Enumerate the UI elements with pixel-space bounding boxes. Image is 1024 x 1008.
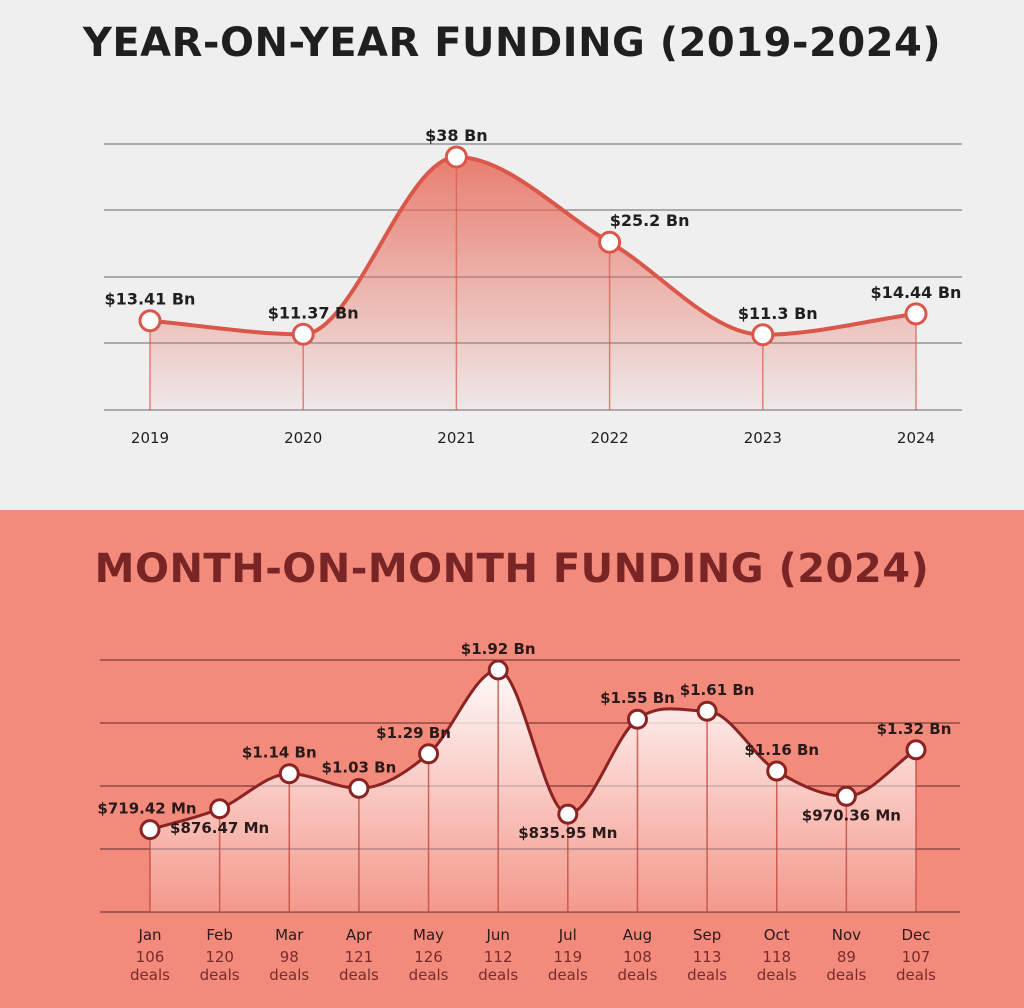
tick-label: May [413,926,444,944]
data-point [209,798,231,820]
data-point [139,819,161,841]
data-label: $25.2 Bn [610,211,690,230]
deals-count: 98 [280,948,299,966]
data-label: $1.55 Bn [600,689,675,707]
deals-label: deals [478,966,518,984]
deals-label: deals [339,966,379,984]
deals-label: deals [409,966,449,984]
mom-section: MONTH-ON-MONTH FUNDING (2024) $719.42 Mn… [0,510,1024,1008]
data-point [626,708,648,730]
tick-label: Apr [346,926,373,944]
deals-count: 113 [693,948,722,966]
deals-count: 112 [484,948,513,966]
data-point [598,230,622,254]
data-point [557,803,579,825]
deals-label: deals [687,966,727,984]
deals-count: 120 [205,948,234,966]
data-label: $1.29 Bn [376,724,451,742]
tick-label: 2022 [591,429,629,447]
data-point [487,659,509,681]
data-label: $11.37 Bn [268,303,359,322]
tick-label: 2024 [897,429,935,447]
data-point [905,739,927,761]
deals-count: 119 [553,948,582,966]
data-label: $970.36 Mn [802,806,901,824]
tick-label: Mar [275,926,304,944]
deals-label: deals [757,966,797,984]
deals-count: 126 [414,948,443,966]
data-label: $14.44 Bn [871,283,962,302]
tick-label: 2023 [744,429,782,447]
tick-label: Jul [558,926,577,944]
data-label: $1.14 Bn [242,744,317,762]
data-point [444,145,468,169]
tick-label: 2020 [284,429,322,447]
tick-label: 2021 [437,429,475,447]
data-point [348,777,370,799]
deals-label: deals [896,966,936,984]
data-point [418,743,440,765]
tick-label: Jun [485,926,509,944]
deals-label: deals [548,966,588,984]
deals-label: deals [269,966,309,984]
data-label: $1.61 Bn [680,681,755,699]
deals-label: deals [130,966,170,984]
data-point [138,309,162,333]
tick-label: 2019 [131,429,169,447]
data-label: $719.42 Mn [97,800,196,818]
tick-label: Dec [901,926,930,944]
mom-chart-title: MONTH-ON-MONTH FUNDING (2024) [94,546,930,592]
tick-label: Aug [623,926,652,944]
deals-count: 121 [345,948,374,966]
data-label: $1.32 Bn [877,720,952,738]
data-label: $1.03 Bn [322,758,397,776]
yoy-section: YEAR-ON-YEAR FUNDING (2019-2024) $13.41 … [82,20,962,447]
area-fill [150,670,916,912]
yoy-chart-title: YEAR-ON-YEAR FUNDING (2019-2024) [82,20,942,66]
data-label: $1.92 Bn [461,640,536,658]
data-point [904,302,928,326]
deals-count: 107 [902,948,931,966]
deals-label: deals [826,966,866,984]
deals-count: 89 [837,948,856,966]
data-point [278,763,300,785]
deals-label: deals [200,966,240,984]
data-label: $1.16 Bn [744,741,819,759]
deals-count: 118 [762,948,791,966]
data-label: $876.47 Mn [170,819,269,837]
tick-label: Jan [137,926,161,944]
deals-count: 108 [623,948,652,966]
data-label: $11.3 Bn [738,304,818,323]
tick-label: Sep [693,926,721,944]
deals-count: 106 [136,948,165,966]
data-point [751,323,775,347]
data-point [696,700,718,722]
tick-label: Oct [764,926,790,944]
data-label: $38 Bn [425,126,488,145]
mom-chart: $719.42 Mn$876.47 Mn $1.14 Bn $1.03 Bn $1.2… [97,640,960,984]
data-point [291,322,315,346]
data-point [835,785,857,807]
data-label: $835.95 Mn [518,824,617,842]
tick-label: Nov [832,926,861,944]
yoy-chart: $13.41 Bn $11.37 Bn $38 Bn $25.2 Bn $11.3 Bn… [104,126,962,447]
area-fill [150,157,916,410]
data-point [766,760,788,782]
tick-label: Feb [206,926,233,944]
deals-label: deals [617,966,657,984]
data-label: $13.41 Bn [105,290,196,309]
